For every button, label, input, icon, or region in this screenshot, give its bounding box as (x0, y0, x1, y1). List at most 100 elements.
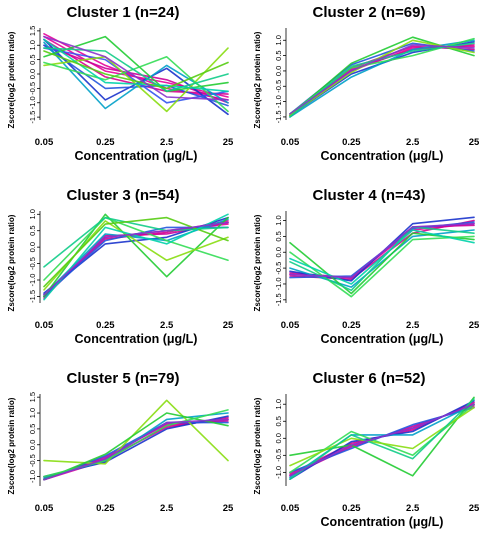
series-line (289, 40, 475, 117)
y-axis-label: Zscore(log2 protein ratio) (253, 397, 262, 494)
series-line (289, 229, 475, 285)
series-line (43, 213, 229, 301)
cluster-panel-6: Cluster 6 (n=52) 1.0 0.5 0.0 -0.5 -1.0 Zscore(… (246, 366, 492, 549)
series-line (289, 39, 475, 118)
x-tick-label: 0.25 (342, 320, 361, 331)
x-tick-label: 0.25 (342, 503, 361, 514)
series-line (43, 399, 229, 465)
x-tick-label: 0.05 (35, 137, 54, 148)
y-tick-label: -0.5 (28, 257, 37, 270)
series-line (43, 47, 229, 93)
series-line (43, 55, 229, 113)
x-tick-label: 25 (223, 137, 234, 148)
chart-title: Cluster 4 (n=43) (313, 187, 426, 204)
y-tick-label: -1.5 (28, 290, 37, 303)
cluster-panel-4: Cluster 4 (n=43) 1.0 0.5 0.0 -0.5 -1.0 -1.5 Zsc… (246, 183, 492, 366)
cluster-chart-1: Cluster 1 (n=24) 1.5 1.0 0.5 0.0 -0.5-1.0 -1.5… (7, 4, 234, 163)
y-tick-label: 0.0 (274, 247, 283, 257)
series-group (289, 216, 475, 298)
cluster-chart-6: Cluster 6 (n=52) 1.0 0.5 0.0 -0.5 -1.0 Zscore(… (253, 370, 480, 529)
series-line (289, 222, 475, 279)
x-tick-label: 2.5 (406, 320, 420, 331)
cluster-chart-2: Cluster 2 (n=69) 1.0 0.5 0.0 -0.5 -1.0 -1.5 Zsc… (253, 4, 480, 163)
y-tick-label: -0.5 (28, 454, 37, 467)
series-line (289, 405, 475, 477)
series-line (289, 235, 475, 298)
chart-title: Cluster 3 (n=54) (67, 187, 180, 204)
series-line (289, 39, 475, 117)
x-tick-label: 0.05 (281, 137, 300, 148)
series-group (43, 213, 229, 301)
series-line (289, 42, 475, 115)
y-tick-label: -1.0 (274, 277, 283, 290)
x-axis-label: Concentration (μg/L) (75, 149, 198, 163)
x-tick-label: 0.05 (35, 503, 54, 514)
series-line (43, 412, 229, 481)
series-line (289, 398, 475, 480)
y-tick-label: -0.5 (274, 449, 283, 462)
series-line (43, 47, 229, 113)
series-group (43, 399, 229, 481)
y-tick-label: 0.0 (28, 69, 37, 79)
series-line (43, 38, 229, 93)
x-tick-label: 2.5 (160, 320, 174, 331)
series-line (289, 396, 475, 477)
series-line (43, 216, 229, 281)
y-tick-label: 1.0 (28, 408, 37, 418)
y-tick-label: -1.5 (274, 293, 283, 306)
series-line (289, 229, 475, 288)
y-axis-label: Zscore(log2 protein ratio) (7, 397, 16, 494)
series-line (43, 220, 229, 291)
y-tick-label: 0.0 (274, 433, 283, 443)
x-tick-label: 25 (469, 137, 480, 148)
y-tick-label: 1.5 (28, 392, 37, 402)
x-tick-label: 25 (469, 503, 480, 514)
x-tick-label: 0.05 (35, 320, 54, 331)
series-line (289, 403, 475, 477)
y-tick-label: -1.0 (28, 96, 37, 109)
cluster-panel-5: Cluster 5 (n=79) 1.5 1.0 0.5 0.0 -0.5 -1.0 Zsco… (0, 366, 246, 549)
y-tick-label: 0.5 (274, 231, 283, 241)
x-tick-label: 0.25 (342, 137, 361, 148)
y-tick-label: -1.0 (274, 466, 283, 479)
chart-title: Cluster 5 (n=79) (67, 370, 180, 387)
series-group (289, 396, 475, 480)
y-tick-label: 1.0 (274, 35, 283, 45)
y-tick-label: 1.0 (274, 215, 283, 225)
series-group (289, 36, 475, 118)
y-axis-label: Zscore(log2 protein ratio) (253, 214, 262, 311)
y-tick-label: 0.5 (274, 416, 283, 426)
y-tick-label: 0.5 (28, 424, 37, 434)
series-line (289, 232, 475, 295)
y-tick-label: 1.0 (28, 40, 37, 50)
x-axis-label: Concentration (μg/L) (75, 332, 198, 346)
x-tick-label: 0.25 (96, 320, 115, 331)
chart-title: Cluster 2 (n=69) (313, 4, 426, 21)
series-line (43, 50, 229, 90)
cluster-panel-3: Cluster 3 (n=54) 1.0 0.5 0.0 -0.5 -1.0 -1.5 Zsc… (0, 183, 246, 366)
y-tick-label: 0.0 (274, 66, 283, 76)
y-tick-label: 0.5 (28, 54, 37, 64)
y-axis-label: Zscore(log2 protein ratio) (7, 214, 16, 311)
y-tick-label: -0.5 (28, 82, 37, 95)
y-tick-label: 1.0 (28, 209, 37, 219)
y-tick-label: -1.0 (274, 95, 283, 108)
series-group (43, 32, 229, 116)
y-tick-label: -1.0 (28, 274, 37, 287)
y-tick-label: -1.0 (28, 470, 37, 483)
x-tick-label: 25 (223, 320, 234, 331)
series-line (43, 35, 229, 101)
x-tick-label: 0.25 (96, 503, 115, 514)
y-tick-label: -1.5 (28, 111, 37, 124)
x-tick-label: 25 (469, 320, 480, 331)
x-tick-label: 0.25 (96, 137, 115, 148)
x-axis-label: Concentration (μg/L) (321, 149, 444, 163)
y-tick-label: 0.5 (28, 225, 37, 235)
y-tick-label: -0.5 (274, 80, 283, 93)
y-tick-label: 0.5 (274, 50, 283, 60)
chart-title: Cluster 1 (n=24) (67, 4, 180, 21)
chart-title: Cluster 6 (n=52) (313, 370, 426, 387)
x-tick-label: 0.05 (281, 320, 300, 331)
series-line (289, 399, 475, 480)
